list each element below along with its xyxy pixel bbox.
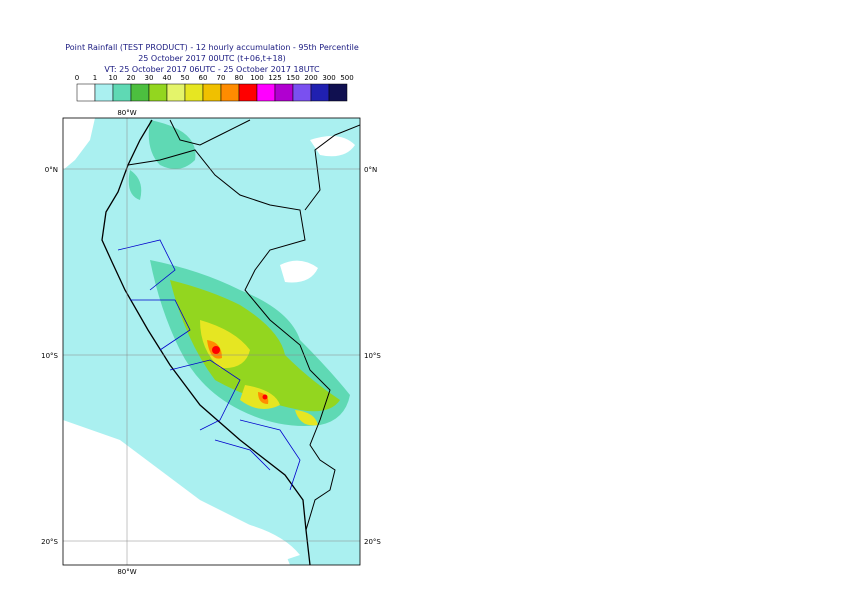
legend-swatch: [148, 83, 168, 102]
dry-area: [65, 520, 300, 565]
title-line: VT: 25 October 2017 06UTC - 25 October 2…: [104, 65, 320, 74]
lat-label: 20°S: [364, 538, 381, 546]
rain-area: [212, 346, 220, 354]
legend-swatch: [274, 83, 294, 102]
legend-label: 125: [268, 74, 281, 82]
legend-swatch: [166, 83, 186, 102]
rain-area: [207, 340, 269, 404]
legend-label: 70: [217, 74, 226, 82]
rain-area: [262, 394, 268, 400]
legend-swatch: [256, 83, 276, 102]
legend-swatch: [292, 83, 312, 102]
legend-swatch: [328, 83, 348, 102]
legend-swatch: [94, 83, 114, 102]
legend-label: 40: [163, 74, 172, 82]
legend-swatch: [238, 83, 258, 102]
lat-label: 10°S: [41, 352, 58, 360]
lon-label: 80°W: [117, 109, 136, 117]
legend-label: 200: [304, 74, 317, 82]
map: 80°W 80°W 0°N 0°N 10°S 10°S 20°S 20°S: [41, 109, 381, 576]
lat-label: 0°N: [45, 166, 58, 174]
legend-label: 10: [109, 74, 118, 82]
legend-label: 300: [322, 74, 335, 82]
rain-area: [170, 280, 340, 412]
dry-area: [63, 118, 290, 565]
legend-swatch: [202, 83, 222, 102]
legend-label: 20: [127, 74, 136, 82]
legend-swatch: [130, 83, 150, 102]
legend-swatch: [76, 83, 96, 102]
legend-swatch: [220, 83, 240, 102]
title-line: 25 October 2017 00UTC (t+06,t+18): [138, 54, 286, 63]
coastline: [101, 119, 311, 565]
dry-area: [280, 136, 355, 283]
region-border: [117, 239, 301, 491]
legend-label: 30: [145, 74, 154, 82]
lon-label: 80°W: [117, 568, 136, 576]
legend-label: 500: [340, 74, 353, 82]
legend-swatch: [310, 83, 330, 102]
lat-label: 20°S: [41, 538, 58, 546]
legend-label: 100: [250, 74, 263, 82]
legend-label: 0: [75, 74, 79, 82]
legend-label: 150: [286, 74, 299, 82]
legend-label: 50: [181, 74, 190, 82]
lat-label: 0°N: [364, 166, 377, 174]
legend: 0 1 10 20 30 40 50 60 70 80 100 125 150 200 300 500: [75, 74, 354, 102]
legend-label: 1: [93, 74, 97, 82]
lat-label: 10°S: [364, 352, 381, 360]
rain-area: [200, 320, 318, 426]
rain-area: [128, 120, 196, 200]
country-border: [127, 119, 360, 531]
legend-label: 80: [235, 74, 244, 82]
map-frame: [62, 117, 361, 566]
title-line: Point Rainfall (TEST PRODUCT) - 12 hourl…: [65, 43, 359, 52]
legend-swatch: [184, 83, 204, 102]
title-block: Point Rainfall (TEST PRODUCT) - 12 hourl…: [65, 43, 359, 74]
legend-swatch: [112, 83, 132, 102]
legend-label: 60: [199, 74, 208, 82]
